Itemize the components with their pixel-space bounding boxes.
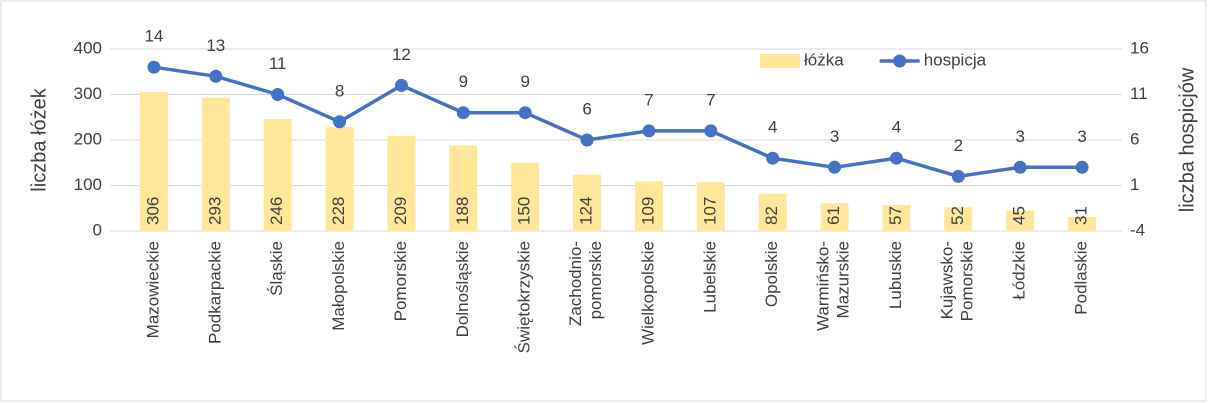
bar <box>1006 210 1035 231</box>
line-value-label: 7 <box>706 90 715 109</box>
line-marker <box>951 169 965 183</box>
line-value-label: 7 <box>644 90 653 109</box>
y2-tick-label: 1 <box>1130 175 1139 194</box>
bar-value-label: 61 <box>824 206 843 225</box>
line-value-label: 4 <box>892 118 901 137</box>
bar <box>139 91 168 232</box>
bar-value-label: 306 <box>143 197 162 225</box>
line-value-label: 9 <box>459 72 468 91</box>
y2-tick-label: -4 <box>1130 220 1145 239</box>
bar-value-label: 52 <box>948 206 967 225</box>
x-tick-label: Pomorskie <box>391 241 410 321</box>
x-tick-label: Podlaskie <box>1072 241 1091 315</box>
line-value-label: 14 <box>144 27 163 46</box>
bar-value-label: 57 <box>886 206 905 225</box>
line-value-label: 3 <box>1015 127 1024 146</box>
bar-value-label: 246 <box>267 197 286 225</box>
line-value-label: 6 <box>582 99 591 118</box>
bar <box>449 145 478 231</box>
line-value-label: 12 <box>392 45 411 64</box>
line-marker <box>889 151 903 165</box>
line-value-label: 3 <box>1077 127 1086 146</box>
y2-tick-label: 11 <box>1130 84 1148 103</box>
bar-value-label: 45 <box>1010 206 1029 225</box>
line <box>153 65 1083 179</box>
line-marker <box>271 88 285 101</box>
bar-value-label: 228 <box>329 197 348 225</box>
legend-swatch-marker <box>893 54 907 68</box>
line-marker <box>456 106 470 120</box>
bar-value-label: 109 <box>638 197 657 225</box>
legend-swatch <box>760 54 800 68</box>
line-marker <box>333 115 347 129</box>
y2-axis-label: liczba hospicjów <box>1176 67 1198 212</box>
bar <box>387 135 416 231</box>
line-value-label: 11 <box>269 54 287 73</box>
line-marker <box>766 151 780 165</box>
line-marker <box>1013 160 1027 174</box>
y-tick-label: 0 <box>93 220 102 239</box>
x-tick-label: Lubuskie <box>886 241 905 309</box>
bar <box>820 203 849 231</box>
y-axis-label: liczba łóżek <box>28 87 50 191</box>
line-value-label: 9 <box>520 72 529 91</box>
x-tick-label: Opolskie <box>762 241 781 307</box>
y-tick-label: 100 <box>74 175 102 194</box>
bar-value-label: 188 <box>453 197 472 225</box>
line-marker <box>580 133 594 147</box>
y-tick-label: 300 <box>74 84 102 103</box>
bar <box>696 182 725 231</box>
y2-tick-label: 16 <box>1130 38 1149 57</box>
y-tick-label: 400 <box>74 38 102 57</box>
line-marker <box>1075 160 1089 174</box>
x-tick-label: Lubelskie <box>700 241 719 313</box>
bar <box>573 174 602 231</box>
line-marker <box>209 69 223 83</box>
bar <box>944 207 973 231</box>
x-tick-label: Świętokrzyskie <box>515 241 534 353</box>
line-marker <box>518 106 532 120</box>
x-tick-label: Zachodnio-pomorskie <box>567 241 606 326</box>
bar <box>201 97 230 231</box>
x-tick-label: Śląskie <box>267 241 286 296</box>
x-tick-label: Wielkopolskie <box>638 241 657 345</box>
x-tick-label: Dolnośląskie <box>453 241 472 337</box>
x-tick-label: Małopolskie <box>329 241 348 331</box>
line-marker <box>642 124 656 138</box>
bar-value-label: 124 <box>577 197 596 225</box>
line-marker <box>394 78 408 92</box>
line-value-label: 3 <box>830 127 839 146</box>
bar-value-label: 31 <box>1072 206 1091 225</box>
line-value-label: 8 <box>335 81 344 100</box>
bar-value-label: 209 <box>391 197 410 225</box>
bar <box>325 127 354 231</box>
y2-tick-label: 6 <box>1130 129 1139 148</box>
line-value-label: 13 <box>206 36 225 55</box>
x-tick-label: Kujawsko-Pomorskie <box>938 241 977 321</box>
line-marker <box>147 60 161 74</box>
line-marker <box>828 160 842 174</box>
bar <box>758 193 787 231</box>
bar <box>634 181 663 231</box>
line-marker <box>704 124 718 138</box>
bar <box>1068 216 1097 231</box>
legend-label: hospicja <box>924 50 987 69</box>
line-value-label: 4 <box>768 118 777 137</box>
bar-value-label: 293 <box>205 197 224 225</box>
line-value-label: 2 <box>954 136 963 155</box>
bar-value-label: 107 <box>700 197 719 225</box>
bar-value-label: 150 <box>515 197 534 225</box>
bar <box>882 205 911 231</box>
x-tick-label: Mazowieckie <box>143 241 162 338</box>
x-tick-label: Warmińsko-Mazurskie <box>814 241 853 331</box>
x-tick-label: Podkarpackie <box>205 241 224 344</box>
bar <box>263 119 292 231</box>
y-tick-label: 200 <box>74 129 102 148</box>
legend-label: łóżka <box>804 50 844 69</box>
x-tick-label: Łódzkie <box>1010 241 1029 300</box>
bar-value-label: 82 <box>762 206 781 225</box>
bar <box>511 162 540 231</box>
